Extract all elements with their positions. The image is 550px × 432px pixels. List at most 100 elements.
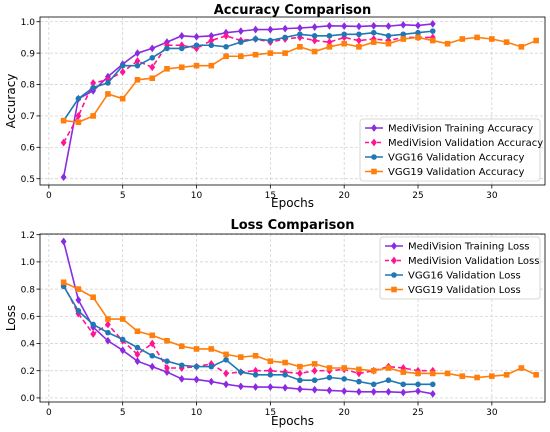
legend-marker bbox=[391, 272, 397, 278]
series-group bbox=[60, 20, 539, 182]
data-point bbox=[193, 32, 200, 41]
y-tick-label: 1.0 bbox=[21, 18, 36, 28]
data-point bbox=[385, 40, 392, 47]
series-line bbox=[62, 284, 433, 375]
data-point bbox=[149, 44, 156, 53]
data-point bbox=[267, 358, 274, 364]
data-point bbox=[223, 369, 229, 378]
y-tick-label: 0.6 bbox=[21, 144, 36, 154]
series-3 bbox=[60, 283, 436, 388]
data-point bbox=[282, 34, 288, 41]
legend-box bbox=[359, 118, 541, 182]
data-point bbox=[356, 378, 362, 385]
legend-item: MediVision Training Loss bbox=[385, 242, 530, 253]
series-1 bbox=[60, 237, 436, 398]
data-point bbox=[164, 364, 170, 372]
data-point bbox=[415, 387, 421, 396]
data-point bbox=[356, 44, 362, 50]
data-point bbox=[223, 351, 229, 358]
data-point bbox=[223, 380, 229, 389]
data-point bbox=[400, 381, 407, 388]
data-point bbox=[90, 330, 97, 338]
data-point bbox=[104, 336, 111, 345]
y-tick-label: 0.5 bbox=[21, 175, 35, 185]
data-point bbox=[341, 31, 347, 38]
data-point bbox=[297, 31, 303, 38]
data-point bbox=[311, 33, 318, 39]
data-point bbox=[356, 36, 362, 45]
x-axis-label: Epochs bbox=[271, 414, 314, 428]
data-point bbox=[429, 20, 436, 28]
data-point bbox=[282, 371, 288, 378]
data-point bbox=[134, 49, 141, 58]
data-point bbox=[429, 28, 436, 34]
data-point bbox=[385, 365, 392, 371]
data-point bbox=[119, 68, 126, 76]
legend-label: VGG19 Validation Loss bbox=[408, 285, 521, 296]
data-point bbox=[75, 286, 82, 292]
data-point bbox=[356, 387, 362, 396]
data-point bbox=[296, 385, 303, 393]
data-point bbox=[223, 357, 229, 363]
data-point bbox=[356, 366, 362, 373]
data-point bbox=[164, 368, 170, 376]
legend-item: VGG16 Validation Loss bbox=[385, 271, 521, 282]
data-point bbox=[223, 31, 229, 40]
x-tick-label: 30 bbox=[486, 408, 498, 418]
data-point bbox=[149, 75, 156, 82]
data-point bbox=[459, 36, 466, 42]
data-point bbox=[60, 279, 67, 286]
data-point bbox=[208, 42, 215, 49]
accuracy-chart: 0 5 10 15 20 25 30 0.5 0.6 0.7 0.8 0.9 1.0 Accuracy C… bbox=[4, 3, 546, 210]
data-point bbox=[297, 377, 303, 384]
data-point bbox=[370, 387, 377, 396]
x-tick-label: 20 bbox=[338, 408, 350, 418]
legend-label: MediVision Validation Accuracy bbox=[388, 138, 543, 149]
y-tick-label: 0.8 bbox=[21, 81, 36, 91]
data-point bbox=[385, 377, 392, 384]
data-point bbox=[267, 383, 274, 391]
data-point bbox=[503, 371, 510, 378]
data-point bbox=[400, 388, 407, 397]
data-point bbox=[193, 375, 200, 384]
data-point bbox=[282, 383, 289, 392]
legend-label: VGG16 Validation Loss bbox=[408, 271, 521, 282]
data-point bbox=[193, 62, 200, 69]
legend-box bbox=[379, 236, 541, 300]
data-point bbox=[134, 344, 141, 351]
data-point bbox=[341, 22, 348, 31]
data-point bbox=[238, 39, 244, 45]
data-point bbox=[311, 385, 318, 394]
data-point bbox=[223, 44, 229, 50]
data-point bbox=[252, 36, 259, 42]
series-4 bbox=[60, 34, 539, 125]
legend-marker bbox=[391, 286, 397, 293]
data-point bbox=[105, 91, 111, 97]
y-tick-label: 0.9 bbox=[21, 49, 36, 59]
series-group bbox=[60, 237, 539, 398]
data-point bbox=[429, 381, 436, 388]
data-point bbox=[326, 21, 333, 30]
data-point bbox=[252, 352, 259, 359]
y-axis-label: Accuracy bbox=[4, 74, 18, 129]
data-point bbox=[208, 62, 215, 69]
data-point bbox=[252, 25, 259, 34]
data-point bbox=[429, 389, 436, 398]
data-point bbox=[237, 382, 244, 391]
data-point bbox=[518, 44, 525, 50]
legend-item: MediVision Validation Accuracy bbox=[365, 138, 543, 149]
y-tick-label: 1.2 bbox=[21, 231, 35, 241]
data-point bbox=[134, 62, 141, 69]
legend-marker bbox=[371, 124, 377, 132]
data-point bbox=[164, 45, 170, 52]
data-point bbox=[208, 363, 215, 370]
series-line bbox=[62, 30, 433, 122]
data-point bbox=[429, 37, 436, 44]
series-3 bbox=[60, 28, 436, 124]
legend-item: VGG16 Validation Accuracy bbox=[365, 153, 525, 164]
data-point bbox=[415, 21, 421, 30]
x-tick-label: 15 bbox=[265, 191, 276, 201]
legend-item: MediVision Validation Loss bbox=[385, 256, 539, 267]
data-point bbox=[105, 329, 111, 336]
data-point bbox=[178, 374, 185, 383]
